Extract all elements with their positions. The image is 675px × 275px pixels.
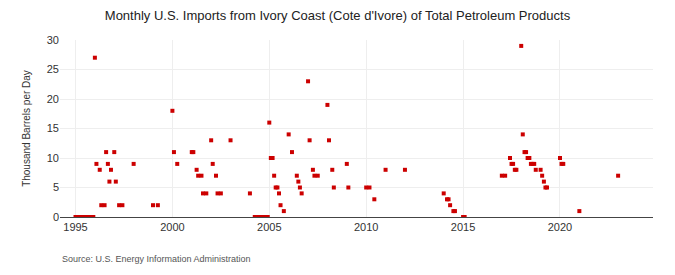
svg-text:2010: 2010 (354, 221, 378, 233)
svg-text:0: 0 (53, 211, 59, 223)
svg-text:1995: 1995 (63, 221, 87, 233)
svg-text:2020: 2020 (548, 221, 572, 233)
svg-text:15: 15 (47, 122, 59, 134)
svg-text:20: 20 (47, 93, 59, 105)
svg-text:30: 30 (47, 34, 59, 46)
svg-text:5: 5 (53, 181, 59, 193)
svg-text:2005: 2005 (257, 221, 281, 233)
svg-text:Thousand Barrels per Day: Thousand Barrels per Day (21, 70, 32, 187)
svg-text:Source: U.S. Energy Informatio: Source: U.S. Energy Information Administ… (62, 254, 251, 264)
svg-text:2000: 2000 (160, 221, 184, 233)
svg-text:2015: 2015 (451, 221, 475, 233)
svg-text:10: 10 (47, 152, 59, 164)
svg-text:Monthly U.S. Imports from Ivor: Monthly U.S. Imports from Ivory Coast (C… (105, 8, 571, 23)
svg-text:25: 25 (47, 63, 59, 75)
